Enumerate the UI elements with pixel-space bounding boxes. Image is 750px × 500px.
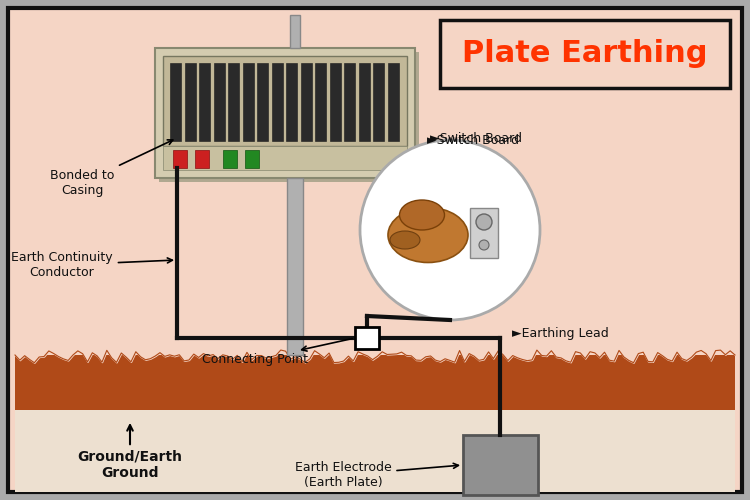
Bar <box>163 56 407 146</box>
Circle shape <box>479 240 489 250</box>
Bar <box>214 63 224 141</box>
Text: Earth Continuity
Conductor: Earth Continuity Conductor <box>11 251 173 279</box>
Bar <box>463 435 538 495</box>
Text: Bonded to
Casing: Bonded to Casing <box>50 140 172 197</box>
Bar <box>163 146 407 170</box>
Bar <box>301 63 311 141</box>
Text: Earth Electrode
(Earth Plate): Earth Electrode (Earth Plate) <box>295 461 458 489</box>
Ellipse shape <box>400 200 445 230</box>
Bar <box>355 327 379 349</box>
Circle shape <box>476 214 492 230</box>
Text: Connecting Point: Connecting Point <box>202 338 352 366</box>
Bar <box>358 63 370 141</box>
Bar <box>195 150 209 168</box>
Circle shape <box>360 140 540 320</box>
Bar <box>184 63 196 141</box>
Bar <box>242 63 254 141</box>
Text: Plate Earthing: Plate Earthing <box>462 40 708 68</box>
Bar <box>15 410 735 492</box>
Bar <box>257 63 268 141</box>
Bar <box>228 63 239 141</box>
Bar <box>329 63 340 141</box>
Bar <box>159 52 419 182</box>
Bar <box>170 63 181 141</box>
Bar <box>155 48 415 178</box>
Text: Ground/Earth
Ground: Ground/Earth Ground <box>77 425 182 480</box>
Bar <box>286 63 297 141</box>
Bar <box>388 63 398 141</box>
Ellipse shape <box>388 208 468 262</box>
Bar <box>199 63 210 141</box>
Bar <box>315 63 326 141</box>
Bar <box>15 355 735 410</box>
Bar <box>245 150 259 168</box>
Ellipse shape <box>390 231 420 249</box>
Bar <box>173 150 187 168</box>
Bar <box>272 63 283 141</box>
Text: ►Switch Board: ►Switch Board <box>427 134 519 146</box>
Bar <box>287 178 303 355</box>
Text: ►Earthing Lead: ►Earthing Lead <box>512 326 609 340</box>
Bar <box>344 63 355 141</box>
Bar <box>440 20 730 88</box>
Bar <box>470 208 498 258</box>
Bar <box>290 15 300 48</box>
Bar <box>223 150 237 168</box>
Bar <box>373 63 384 141</box>
Text: ►Switch Board: ►Switch Board <box>430 132 522 144</box>
